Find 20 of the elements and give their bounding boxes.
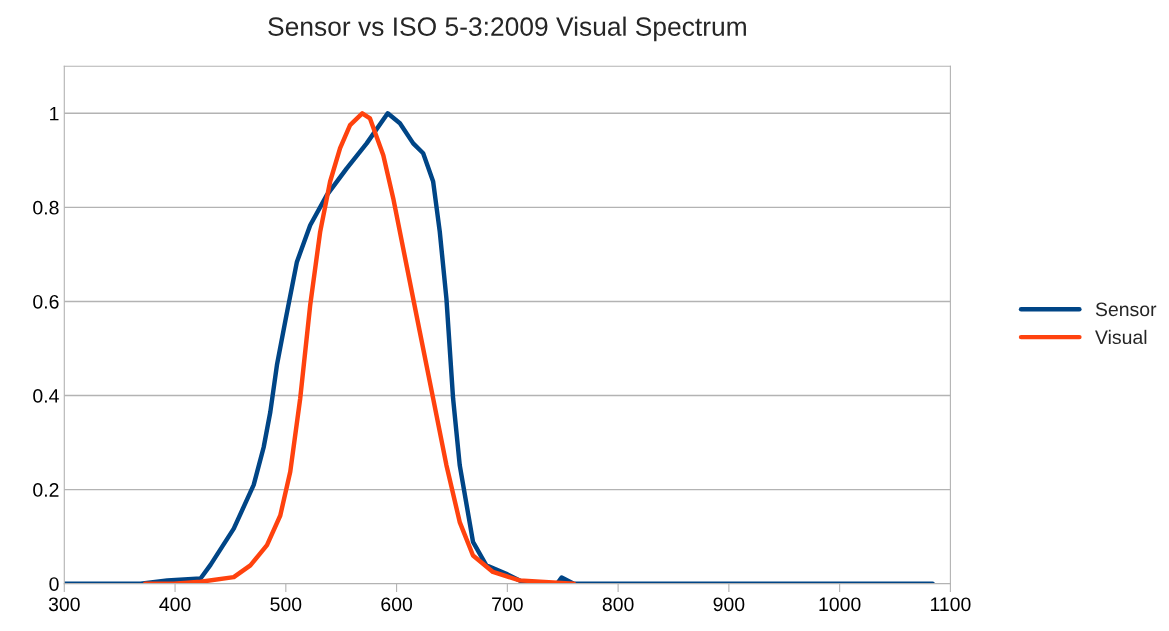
line-series xyxy=(64,111,935,584)
x-tick-label: 900 xyxy=(713,597,745,612)
x-tick-label: 400 xyxy=(159,597,191,612)
legend-label: Visual xyxy=(1095,329,1147,345)
y-tick-label: 0 xyxy=(49,577,59,591)
y-tick-label: 0.2 xyxy=(33,483,59,497)
x-tick-label: 1100 xyxy=(930,597,971,612)
y-tick-label: 0.6 xyxy=(33,294,59,309)
x-tick-label: 500 xyxy=(270,597,302,612)
x-tick-label: 800 xyxy=(602,597,634,612)
line-series xyxy=(142,111,577,584)
y-tick-label: 1 xyxy=(50,106,59,121)
x-tick-label: 600 xyxy=(381,597,413,612)
y-tick-label: 0.8 xyxy=(33,200,59,215)
x-tick-label: 700 xyxy=(492,597,523,612)
chart-title: Sensor vs ISO 5-3:2009 Visual Spectrum xyxy=(268,16,746,42)
x-tick-label: 1000 xyxy=(819,597,861,612)
y-tick-label: 0.4 xyxy=(33,388,59,403)
legend-label: Sensor xyxy=(1095,302,1157,317)
x-tick-label: 300 xyxy=(48,597,80,612)
